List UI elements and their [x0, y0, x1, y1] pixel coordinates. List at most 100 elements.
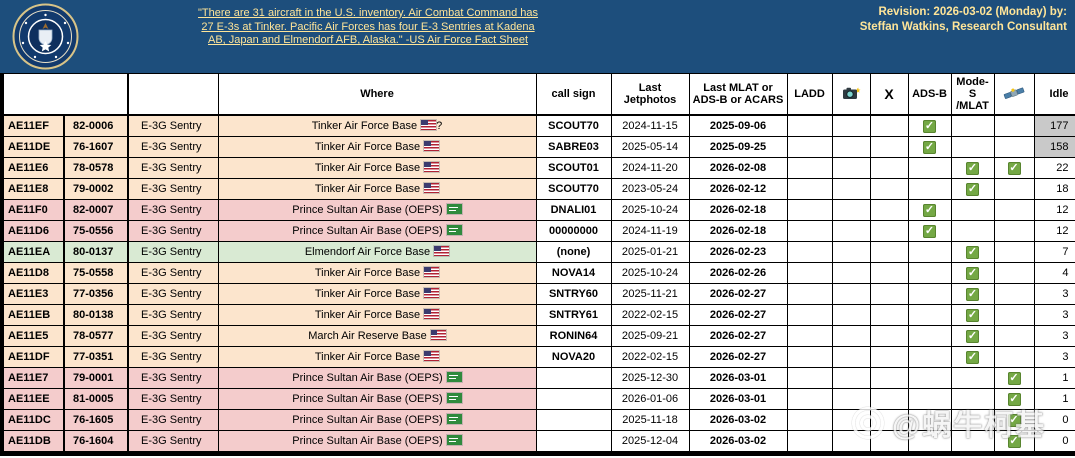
camera-cell: [831, 346, 871, 368]
aircraft-type-cell: E-3G Sentry: [127, 304, 219, 326]
last-jetphotos-cell: 2025-05-14: [610, 136, 690, 158]
checkmark-icon: ✓: [923, 224, 936, 238]
tail-number-cell: 78-0578: [63, 157, 129, 179]
adsb-cell: ✓: [907, 114, 952, 137]
call-sign-cell: NOVA14: [535, 262, 612, 284]
ladd-cell: [786, 304, 833, 326]
tail-number-cell: 77-0351: [63, 346, 129, 368]
adsb-cell: ✓: [907, 199, 952, 221]
ladd-cell: [786, 325, 833, 347]
checkmark-icon: ✓: [966, 266, 979, 280]
tail-number-cell: 80-0138: [63, 304, 129, 326]
call-sign-cell: DNALI01: [535, 199, 612, 221]
idle-cell: 22: [1033, 157, 1075, 179]
aircraft-type-cell: E-3G Sentry: [127, 325, 219, 347]
adsb-cell: ✓: [907, 136, 952, 158]
fact-sheet-quote-link[interactable]: "There are 31 aircraft in the U.S. inven…: [198, 7, 538, 46]
last-mlat-cell: 2026-02-18: [688, 199, 788, 221]
checkmark-icon: ✓: [966, 161, 979, 175]
where-cell: Prince Sultan Air Base (OEPS): [217, 199, 537, 221]
us-flag-icon: [421, 120, 437, 130]
satellite-cell: [993, 304, 1035, 326]
aircraft-table-body: AE11EF 82-0006 E-3G Sentry Tinker Air Force…: [0, 114, 1075, 456]
tail-number-cell: 80-0137: [63, 241, 129, 263]
last-jetphotos-cell: 2023-05-24: [610, 178, 690, 200]
x-cell: [869, 409, 909, 431]
last-jetphotos-cell: 2025-10-24: [610, 199, 690, 221]
table-row: AE11DB 76-1604 E-3G Sentry Prince Sultan Ai…: [0, 430, 1075, 456]
hex-cell: AE11EF: [0, 114, 65, 137]
idle-cell: 158: [1033, 136, 1075, 158]
hex-cell: AE11E7: [0, 367, 65, 389]
tail-number-cell: 77-0356: [63, 283, 129, 305]
satellite-cell: [993, 262, 1035, 284]
call-sign-cell: (none): [535, 241, 612, 263]
x-cell: [869, 157, 909, 179]
top-banner: "There are 31 aircraft in the U.S. inven…: [0, 0, 1075, 73]
where-cell: Tinker Air Force Base: [217, 304, 537, 326]
hex-cell: AE11D8: [0, 262, 65, 284]
header-call-sign: call sign: [535, 73, 612, 116]
camera-cell: [831, 388, 871, 410]
checkmark-icon: ✓: [1007, 371, 1021, 385]
header-row: Where call sign Last Jetphotos Last MLAT…: [0, 73, 1075, 116]
where-cell: Tinker Air Force Base: [217, 262, 537, 284]
where-cell: Tinker Air Force Base: [217, 178, 537, 200]
call-sign-cell: SABRE03: [535, 136, 612, 158]
checkmark-icon: ✓: [1007, 392, 1021, 406]
aircraft-type-cell: E-3G Sentry: [127, 199, 219, 221]
table-row: AE11EA 80-0137 E-3G Sentry Elmendorf Air Fo…: [0, 241, 1075, 263]
header-last-jetphotos: Last Jetphotos: [610, 73, 690, 116]
idle-cell: 1: [1033, 388, 1075, 410]
modes-mlat-cell: [950, 220, 995, 242]
modes-mlat-cell: ✓: [950, 262, 995, 284]
call-sign-cell: RONIN64: [535, 325, 612, 347]
camera-cell: [831, 157, 871, 179]
header-where: Where: [217, 73, 537, 116]
aircraft-type-cell: E-3G Sentry: [127, 283, 219, 305]
x-cell: [869, 136, 909, 158]
aircraft-type-cell: E-3G Sentry: [127, 346, 219, 368]
aircraft-type-cell: E-3G Sentry: [127, 367, 219, 389]
adsb-cell: [907, 241, 952, 263]
modes-mlat-cell: [950, 430, 995, 456]
call-sign-cell: 00000000: [535, 220, 612, 242]
checkmark-icon: ✓: [966, 287, 979, 301]
checkmark-icon: ✓: [1007, 434, 1021, 448]
ladd-cell: [786, 241, 833, 263]
table-row: AE11E8 79-0002 E-3G Sentry Tinker Air Force…: [0, 178, 1075, 200]
last-jetphotos-cell: 2024-11-15: [610, 114, 690, 137]
revision-line1: Revision: 2026-03-02 (Monday) by:: [878, 6, 1067, 18]
aircraft-type-cell: E-3G Sentry: [127, 409, 219, 431]
ladd-cell: [786, 409, 833, 431]
sa-flag-icon: [446, 414, 462, 424]
x-cell: [869, 114, 909, 137]
checkmark-icon: ✓: [966, 308, 979, 322]
satellite-cell: ✓: [993, 157, 1035, 179]
idle-cell: 7: [1033, 241, 1075, 263]
last-jetphotos-cell: 2025-12-04: [610, 430, 690, 456]
table-row: AE11D8 75-0558 E-3G Sentry Tinker Air Force…: [0, 262, 1075, 284]
sa-flag-icon: [446, 372, 462, 382]
modes-mlat-cell: ✓: [950, 178, 995, 200]
hex-cell: AE11EE: [0, 388, 65, 410]
last-jetphotos-cell: 2025-11-21: [610, 283, 690, 305]
tail-number-cell: 82-0007: [63, 199, 129, 221]
satellite-cell: [993, 241, 1035, 263]
where-cell: Prince Sultan Air Base (OEPS): [217, 388, 537, 410]
hex-cell: AE11E3: [0, 283, 65, 305]
sa-flag-icon: [446, 393, 462, 403]
camera-cell: [831, 367, 871, 389]
hex-cell: AE11F0: [0, 199, 65, 221]
adsb-cell: [907, 178, 952, 200]
call-sign-cell: SNTRY60: [535, 283, 612, 305]
idle-cell: 18: [1033, 178, 1075, 200]
modes-mlat-cell: ✓: [950, 325, 995, 347]
adsb-cell: [907, 325, 952, 347]
checkmark-icon: ✓: [923, 140, 936, 154]
call-sign-cell: [535, 388, 612, 410]
x-cell: [869, 388, 909, 410]
ladd-cell: [786, 157, 833, 179]
last-jetphotos-cell: 2025-09-21: [610, 325, 690, 347]
aircraft-type-cell: E-3G Sentry: [127, 157, 219, 179]
